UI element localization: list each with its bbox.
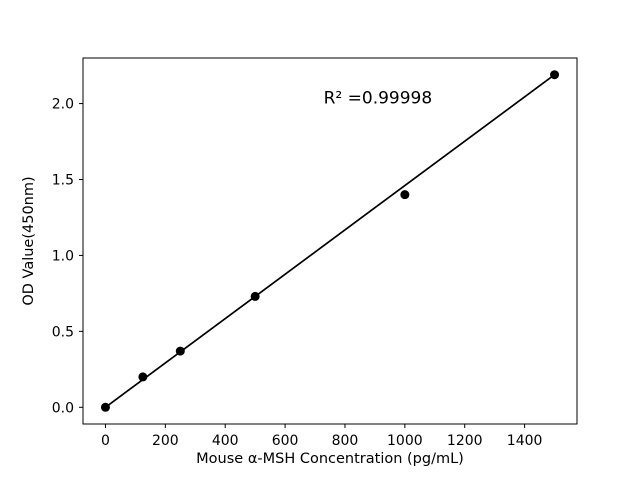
x-axis-label: Mouse α-MSH Concentration (pg/mL) [196,451,464,467]
data-point [100,402,110,412]
r-squared-annotation: R² =0.99998 [324,88,433,108]
y-tick-label: 0.5 [52,324,74,340]
data-point [138,372,148,382]
x-tick-label: 1200 [447,433,483,449]
data-point [250,291,260,301]
data-point [550,70,560,80]
y-axis-label: OD Value(450nm) [21,176,37,305]
x-tick-label: 1000 [387,433,423,449]
x-tick-label: 0 [101,433,110,449]
x-tick-label: 1400 [507,433,543,449]
x-tick-label: 200 [152,433,179,449]
y-tick-label: 1.0 [52,248,74,264]
x-tick-label: 800 [332,433,359,449]
x-tick-label: 400 [212,433,239,449]
plot-border [82,57,578,425]
y-tick-label: 0.0 [52,400,74,416]
x-tick-label: 600 [272,433,299,449]
data-point [175,346,185,356]
y-tick-label: 1.5 [52,172,74,188]
data-point [400,190,410,200]
y-tick-label: 2.0 [52,97,74,113]
